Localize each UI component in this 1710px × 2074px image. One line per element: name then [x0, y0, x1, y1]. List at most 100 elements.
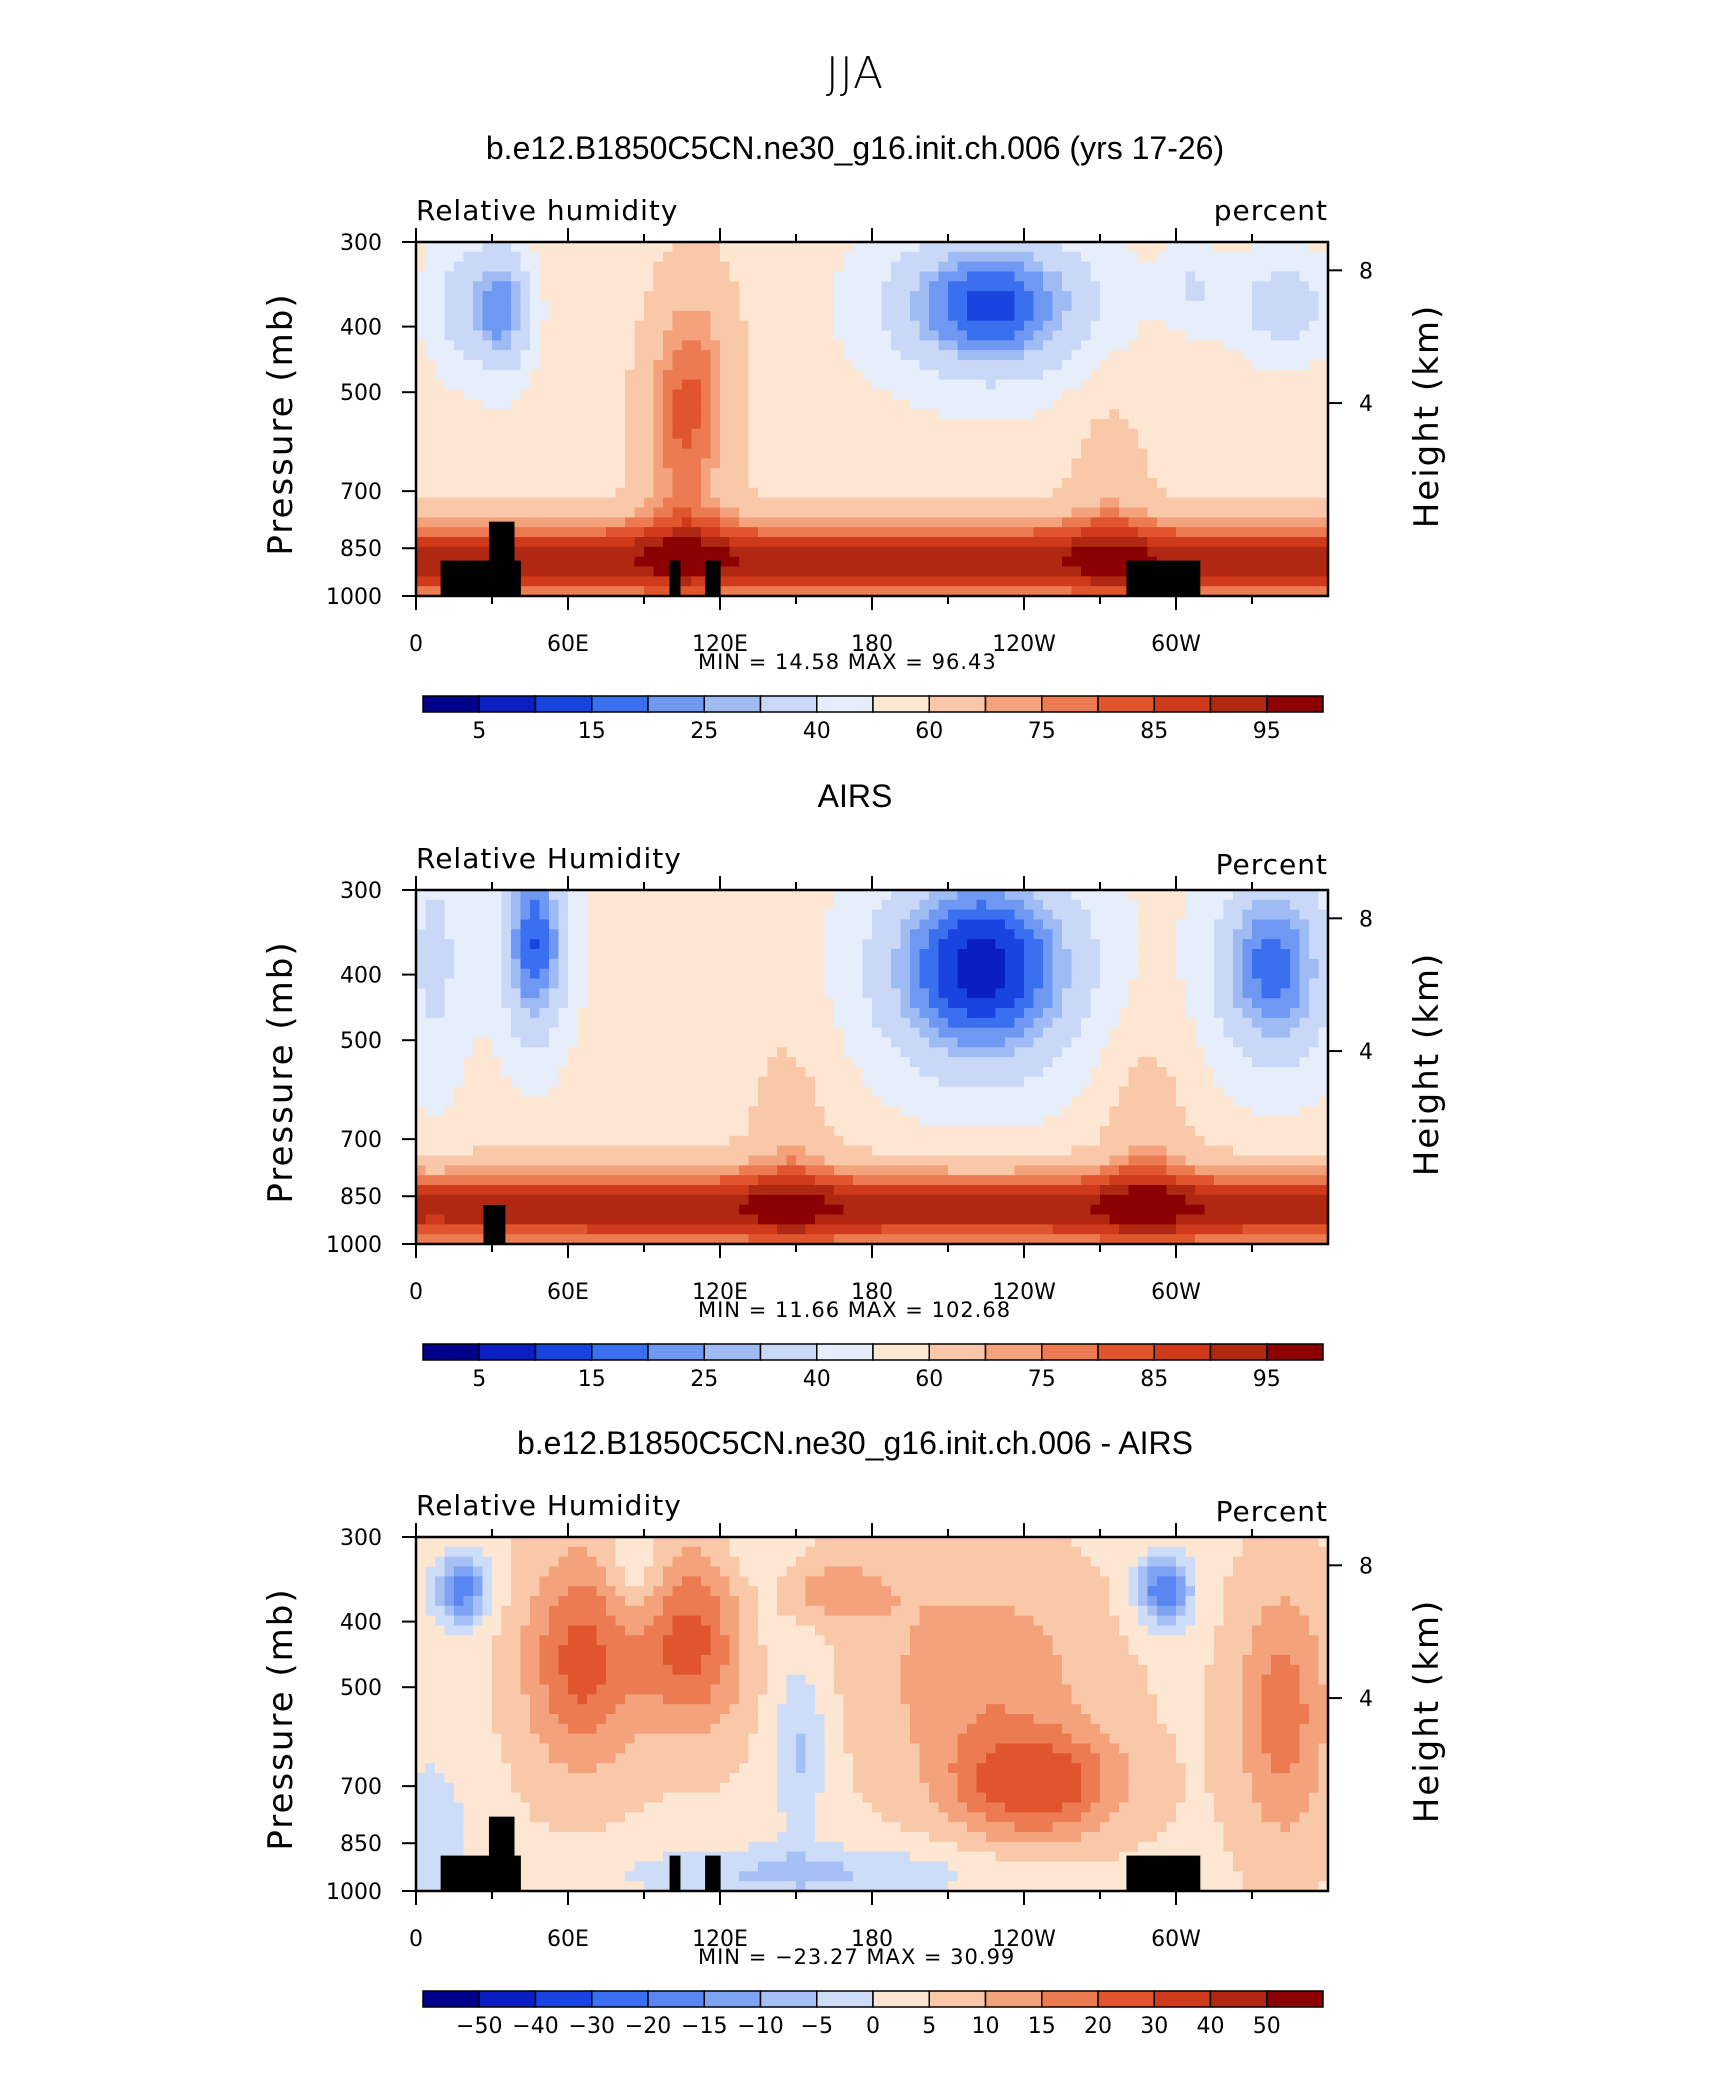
contour-cell — [653, 586, 664, 597]
contour-cell — [644, 988, 655, 999]
contour-cell — [862, 261, 873, 273]
contour-cell — [425, 546, 436, 558]
contour-cell — [929, 517, 940, 528]
contour-cell — [1090, 487, 1101, 499]
contour-cell — [1223, 527, 1234, 538]
contour-cell — [758, 1017, 769, 1029]
contour-cell — [1195, 546, 1206, 558]
contour-cell — [653, 939, 664, 950]
contour-cell — [682, 929, 693, 940]
contour-cell — [853, 507, 864, 518]
contour-cell — [1166, 537, 1177, 548]
contour-cell — [995, 350, 1006, 361]
contour-cell — [539, 968, 550, 980]
contour-cell — [1033, 478, 1044, 489]
contour-cell — [758, 271, 769, 282]
contour-cell — [1081, 566, 1092, 577]
contour-cell — [710, 929, 721, 940]
contour-cell — [767, 537, 778, 548]
contour-cell — [957, 556, 968, 568]
contour-cell — [615, 507, 626, 518]
contour-cell — [577, 546, 588, 558]
contour-cell — [805, 271, 816, 282]
contour-cell — [843, 251, 854, 263]
y-tick-label: 500 — [340, 381, 382, 406]
contour-cell — [577, 890, 588, 901]
contour-cell — [900, 409, 911, 420]
contour-cell — [900, 566, 911, 577]
contour-cell — [1223, 497, 1234, 509]
contour-cell — [1195, 271, 1206, 282]
contour-cell — [1157, 1017, 1168, 1029]
contour-cell — [549, 438, 560, 450]
contour-cell — [1100, 909, 1111, 921]
contour-cell — [815, 998, 826, 1009]
contour-cell — [454, 330, 465, 341]
contour-cell — [729, 291, 740, 302]
contour-cell — [919, 350, 930, 361]
contour-cell — [815, 478, 826, 489]
contour-cell — [1252, 1008, 1263, 1019]
contour-cell — [929, 310, 940, 322]
contour-cell — [1290, 527, 1301, 538]
x-tick-label: 60W — [1151, 632, 1201, 657]
contour-cell — [729, 890, 740, 901]
contour-cell — [1261, 586, 1272, 597]
contour-cell — [520, 556, 531, 568]
contour-cell — [758, 320, 769, 332]
contour-cell — [957, 1008, 968, 1019]
contour-cell — [1242, 537, 1253, 548]
units-label: percent — [1213, 194, 1328, 227]
contour-cell — [1128, 428, 1139, 440]
contour-cell — [986, 556, 997, 568]
contour-cell — [1299, 527, 1310, 538]
contour-cell — [701, 919, 712, 930]
contour-cell — [1128, 478, 1139, 489]
contour-cell — [463, 360, 474, 371]
contour-cell — [492, 929, 503, 940]
contour-cell — [881, 939, 892, 950]
contour-cell — [606, 438, 617, 450]
contour-cell — [577, 389, 588, 400]
contour-cell — [511, 517, 522, 528]
contour-cell — [587, 320, 598, 332]
contour-cell — [758, 487, 769, 499]
contour-cell — [843, 988, 854, 999]
contour-cell — [976, 468, 987, 479]
contour-cell — [1185, 468, 1196, 479]
contour-cell — [1043, 487, 1054, 499]
contour-cell — [653, 369, 664, 381]
contour-cell — [625, 988, 636, 999]
contour-cell — [891, 261, 902, 273]
contour-cell — [900, 478, 911, 489]
contour-cell — [1128, 507, 1139, 518]
contour-cell — [577, 939, 588, 950]
contour-cell — [1252, 929, 1263, 940]
contour-cell — [957, 281, 968, 292]
contour-cell — [967, 1017, 978, 1029]
contour-cell — [425, 301, 436, 312]
contour-cell — [520, 271, 531, 282]
contour-cell — [938, 546, 949, 558]
contour-cell — [796, 379, 807, 391]
contour-cell — [834, 310, 845, 322]
contour-cell — [710, 419, 721, 430]
contour-cell — [539, 291, 550, 302]
contour-cell — [710, 949, 721, 960]
contour-cell — [872, 448, 883, 459]
contour-cell — [739, 320, 750, 332]
contour-cell — [549, 566, 560, 577]
contour-cell — [454, 546, 465, 558]
contour-cell — [435, 537, 446, 548]
contour-cell — [1128, 527, 1139, 538]
contour-cell — [843, 360, 854, 371]
contour-cell — [720, 251, 731, 263]
contour-cell — [986, 939, 997, 950]
contour-cell — [634, 310, 645, 322]
contour-cell — [796, 350, 807, 361]
contour-cell — [511, 271, 522, 282]
contour-cell — [1290, 438, 1301, 450]
contour-cell — [1157, 968, 1168, 980]
contour-cell — [577, 438, 588, 450]
contour-cell — [1033, 978, 1044, 989]
